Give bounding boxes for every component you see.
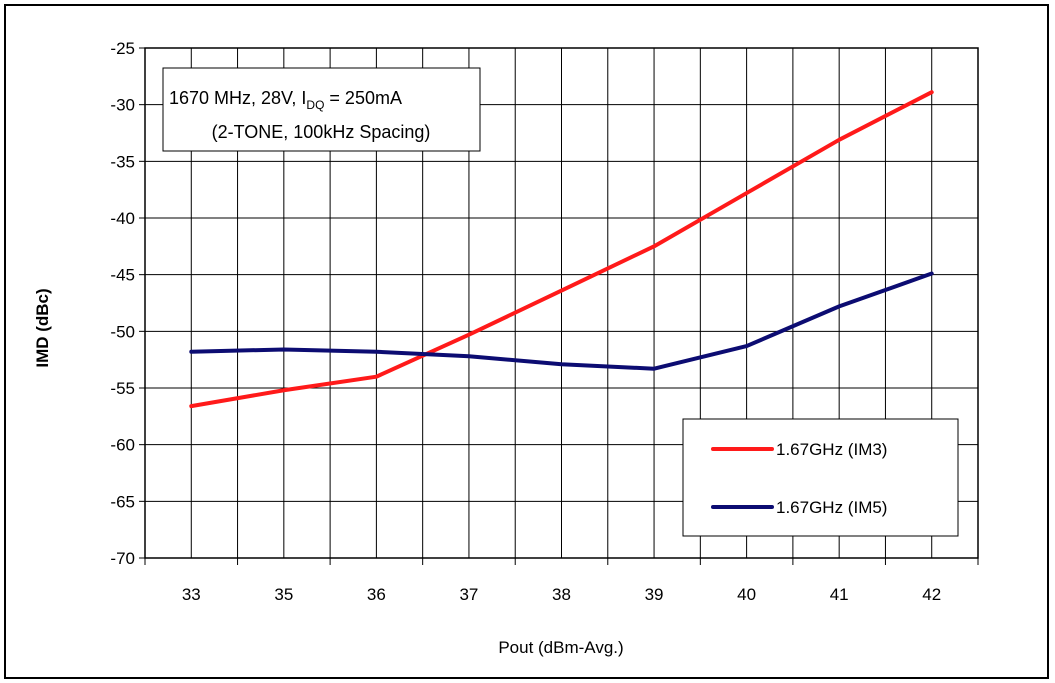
y-tick-label: -70 — [110, 549, 135, 568]
y-tick-label: -40 — [110, 209, 135, 228]
annotation-line1: 1670 MHz, 28V, IDQ = 250mA — [169, 88, 402, 112]
x-tick-label: 40 — [737, 585, 756, 604]
y-tick-label: -30 — [110, 96, 135, 115]
x-axis-title: Pout (dBm-Avg.) — [498, 638, 623, 657]
x-tick-label: 36 — [367, 585, 386, 604]
x-tick-label: 38 — [552, 585, 571, 604]
x-tick-label: 42 — [922, 585, 941, 604]
legend: 1.67GHz (IM3) 1.67GHz (IM5) — [682, 418, 959, 537]
x-tick-label: 35 — [274, 585, 293, 604]
x-tick-label: 37 — [459, 585, 478, 604]
y-tick-label: -65 — [110, 492, 135, 511]
x-tick-label: 39 — [645, 585, 664, 604]
x-tick-label: 41 — [830, 585, 849, 604]
legend-label-2: 1.67GHz (IM5) — [776, 498, 887, 517]
condition-annotation: 1670 MHz, 28V, IDQ = 250mA (2-TONE, 100k… — [162, 67, 481, 152]
x-axis-ticks: 33 35 36 37 38 39 40 41 42 — [144, 558, 979, 604]
y-tick-label: -60 — [110, 436, 135, 455]
y-tick-label: -25 — [110, 39, 135, 58]
series-line-1 — [189, 90, 934, 409]
y-tick-label: -50 — [110, 322, 135, 341]
annotation-line2: (2-TONE, 100kHz Spacing) — [212, 122, 431, 142]
plot-area-border — [144, 47, 979, 559]
legend-label-1: 1.67GHz (IM3) — [776, 440, 887, 459]
y-tick-label: -55 — [110, 379, 135, 398]
series-line-2 — [189, 271, 934, 371]
y-axis-ticks: -25 -30 -35 -40 -45 -50 -55 -60 -65 -70 — [110, 39, 145, 568]
series-lines — [189, 90, 934, 409]
y-tick-label: -45 — [110, 266, 135, 285]
y-tick-label: -35 — [110, 152, 135, 171]
y-axis-title: IMD (dBc) — [33, 288, 52, 367]
x-tick-label: 33 — [182, 585, 201, 604]
